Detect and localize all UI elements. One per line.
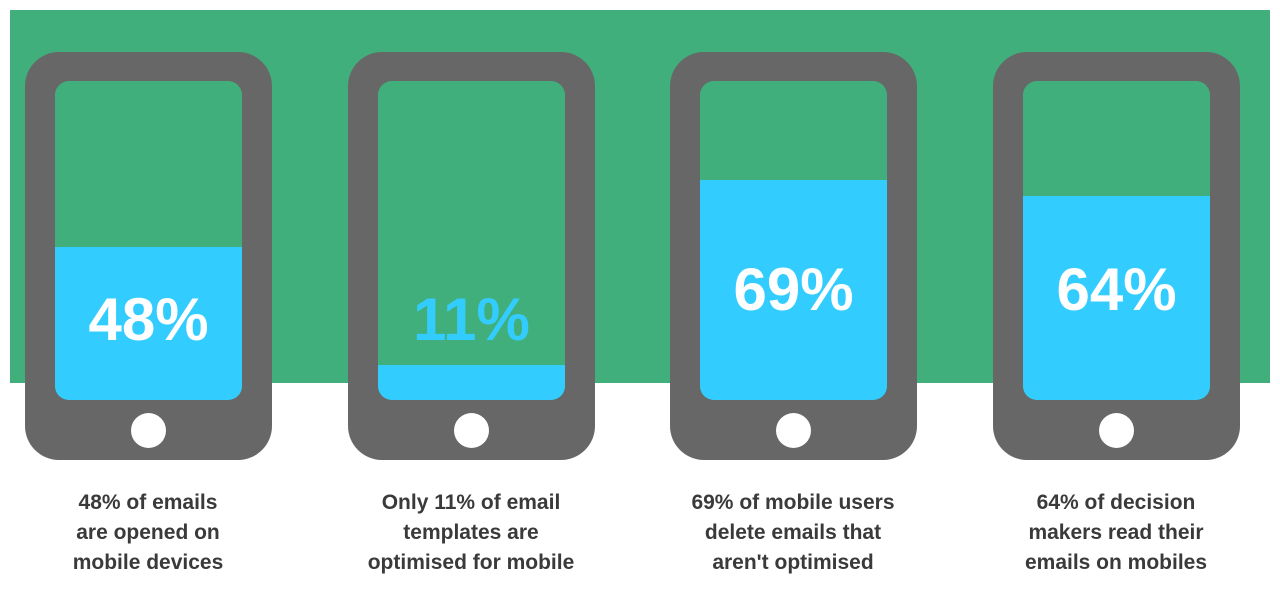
phone-screen: 11% (378, 81, 565, 400)
phone-icon: 11% (348, 52, 595, 460)
caption: 69% of mobile users delete emails that are… (648, 488, 938, 578)
caption-line: optimised for mobile (367, 551, 575, 574)
phone-screen: 64% (1023, 81, 1210, 400)
caption: Only 11% of email templates are optimised … (326, 488, 616, 578)
percent-fill (55, 246, 242, 400)
home-button-icon (454, 413, 489, 448)
percent-fill (378, 364, 565, 400)
caption-line: Only 11% of email (381, 491, 561, 514)
caption: 64% of decision makers read their emails o… (971, 488, 1261, 578)
caption-line: aren't optimised (712, 551, 874, 574)
home-button-icon (131, 413, 166, 448)
phone-icon: 48% (25, 52, 272, 460)
percent-label: 48% (88, 286, 209, 353)
caption-line: templates are (403, 521, 539, 544)
percent-label: 11% (413, 286, 530, 353)
caption-line: emails on mobiles (1024, 551, 1208, 574)
caption-line: delete emails that (704, 521, 882, 544)
percent-label: 64% (1056, 256, 1177, 323)
caption-line: 48% of emails (78, 491, 218, 514)
caption-line: 69% of mobile users (691, 491, 895, 514)
caption-line: are opened on (76, 521, 220, 544)
phone-icon: 69% (670, 52, 917, 460)
phone-screen: 69% (700, 81, 887, 400)
phone-screen: 48% (55, 81, 242, 400)
caption-line: 64% of decision (1036, 491, 1196, 514)
home-button-icon (1099, 413, 1134, 448)
percent-fill (700, 179, 887, 400)
phone-icon: 64% (993, 52, 1240, 460)
percent-fill (1023, 195, 1210, 400)
caption: 48% of emails are opened on mobile devices (3, 488, 293, 578)
caption-line: mobile devices (72, 551, 224, 574)
caption-line: makers read their (1028, 521, 1204, 544)
percent-label: 69% (733, 256, 854, 323)
home-button-icon (776, 413, 811, 448)
